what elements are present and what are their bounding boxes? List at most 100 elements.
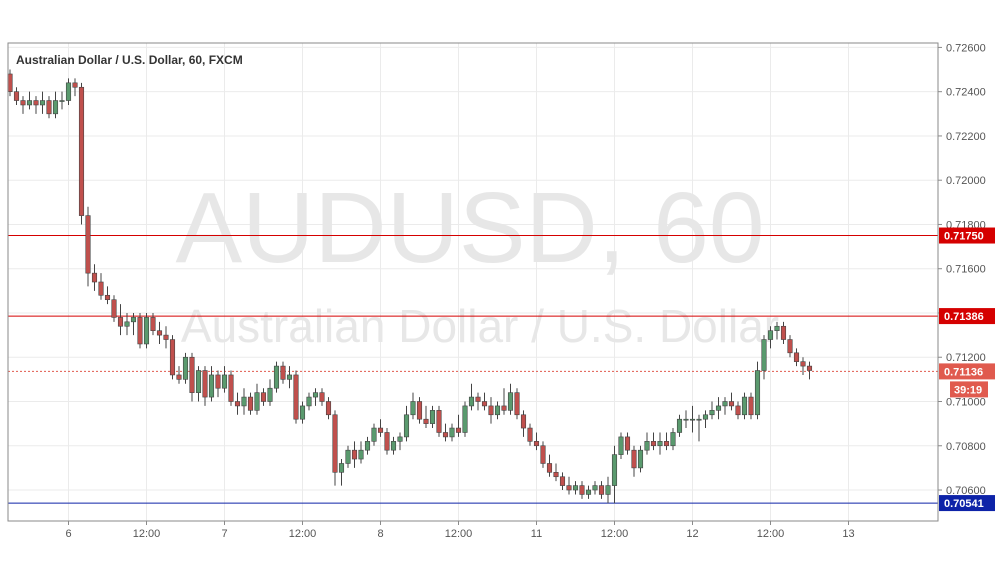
candle[interactable] xyxy=(267,379,273,406)
candle[interactable] xyxy=(215,370,221,398)
candle[interactable] xyxy=(384,428,390,455)
candle[interactable] xyxy=(52,91,59,119)
candle[interactable] xyxy=(683,410,689,429)
candle[interactable] xyxy=(260,388,267,406)
candle[interactable] xyxy=(228,370,234,406)
candle[interactable] xyxy=(176,366,182,384)
candle[interactable] xyxy=(806,361,813,380)
candle[interactable] xyxy=(26,91,33,110)
candle[interactable] xyxy=(345,445,351,468)
candle[interactable] xyxy=(371,423,377,446)
candle[interactable] xyxy=(78,82,85,225)
candle[interactable] xyxy=(312,388,319,406)
candle[interactable] xyxy=(111,295,117,322)
candle[interactable] xyxy=(455,414,462,437)
candle[interactable] xyxy=(670,428,676,451)
candle[interactable] xyxy=(501,388,507,415)
candle[interactable] xyxy=(65,78,72,105)
candle[interactable] xyxy=(546,454,553,477)
candle[interactable] xyxy=(156,321,163,344)
candle[interactable] xyxy=(754,361,761,420)
candle[interactable] xyxy=(195,366,202,402)
candle[interactable] xyxy=(397,432,403,451)
candle[interactable] xyxy=(631,445,637,477)
candle[interactable] xyxy=(650,432,657,451)
candle[interactable] xyxy=(462,401,468,437)
candle[interactable] xyxy=(247,392,254,415)
candle[interactable] xyxy=(416,397,423,424)
candle[interactable] xyxy=(559,472,566,491)
candle[interactable] xyxy=(208,366,215,402)
candle[interactable] xyxy=(618,432,624,460)
candle[interactable] xyxy=(488,397,494,424)
candle[interactable] xyxy=(377,419,384,437)
candle[interactable] xyxy=(20,96,26,114)
candle[interactable] xyxy=(553,463,559,482)
candle[interactable] xyxy=(280,361,286,384)
time-axis[interactable]: 6 12:00 7 12:00 8 12:00 11 12:00 12 12:00 13 xyxy=(65,521,855,540)
candle[interactable] xyxy=(728,392,735,411)
candle[interactable] xyxy=(72,78,78,97)
candle[interactable] xyxy=(150,312,156,336)
candle[interactable] xyxy=(403,405,410,442)
candle[interactable] xyxy=(748,392,754,420)
candle[interactable] xyxy=(169,335,176,380)
candle[interactable] xyxy=(566,476,572,495)
candle[interactable] xyxy=(286,366,293,389)
candle[interactable] xyxy=(449,423,455,442)
candle[interactable] xyxy=(436,405,442,437)
candle[interactable] xyxy=(644,432,650,455)
candle[interactable] xyxy=(481,392,488,411)
candle[interactable] xyxy=(520,410,527,437)
candle[interactable] xyxy=(676,414,683,437)
candle[interactable] xyxy=(429,405,436,429)
candle[interactable] xyxy=(351,441,358,468)
candle[interactable] xyxy=(364,436,371,455)
candle[interactable] xyxy=(39,91,46,114)
candle[interactable] xyxy=(117,304,124,336)
candle[interactable] xyxy=(767,326,774,349)
candle[interactable] xyxy=(722,397,728,415)
candle[interactable] xyxy=(663,432,670,451)
candle[interactable] xyxy=(189,352,195,402)
candle[interactable] xyxy=(33,96,39,114)
candle[interactable] xyxy=(358,441,364,464)
candle[interactable] xyxy=(598,481,605,499)
candle[interactable] xyxy=(637,445,644,473)
candle[interactable] xyxy=(293,370,299,424)
candle[interactable] xyxy=(657,432,663,455)
candle[interactable] xyxy=(774,321,780,340)
candle[interactable] xyxy=(423,405,429,429)
candle[interactable] xyxy=(761,335,767,380)
candle[interactable] xyxy=(130,312,137,336)
candle[interactable] xyxy=(800,357,806,375)
candle[interactable] xyxy=(793,348,800,367)
candle[interactable] xyxy=(202,366,208,406)
candle[interactable] xyxy=(410,392,416,420)
candle[interactable] xyxy=(59,91,65,110)
candle[interactable] xyxy=(91,264,98,291)
candle[interactable] xyxy=(306,392,312,411)
candle[interactable] xyxy=(124,312,130,336)
candle[interactable] xyxy=(592,481,598,495)
candle[interactable] xyxy=(182,352,189,384)
candle[interactable] xyxy=(442,423,449,442)
candle[interactable] xyxy=(319,388,325,406)
candle[interactable] xyxy=(104,286,111,305)
candle[interactable] xyxy=(585,485,592,499)
candle[interactable] xyxy=(299,401,306,424)
candle[interactable] xyxy=(696,414,702,442)
candle[interactable] xyxy=(390,436,397,455)
candles[interactable] xyxy=(7,69,813,504)
candle[interactable] xyxy=(787,335,793,358)
candle[interactable] xyxy=(325,397,332,420)
candle[interactable] xyxy=(780,321,787,344)
candle[interactable] xyxy=(611,445,618,504)
candle[interactable] xyxy=(579,481,585,499)
candle[interactable] xyxy=(143,312,150,349)
candle[interactable] xyxy=(689,405,696,433)
candle[interactable] xyxy=(13,87,20,105)
candle[interactable] xyxy=(254,383,260,415)
candle[interactable] xyxy=(540,441,546,468)
